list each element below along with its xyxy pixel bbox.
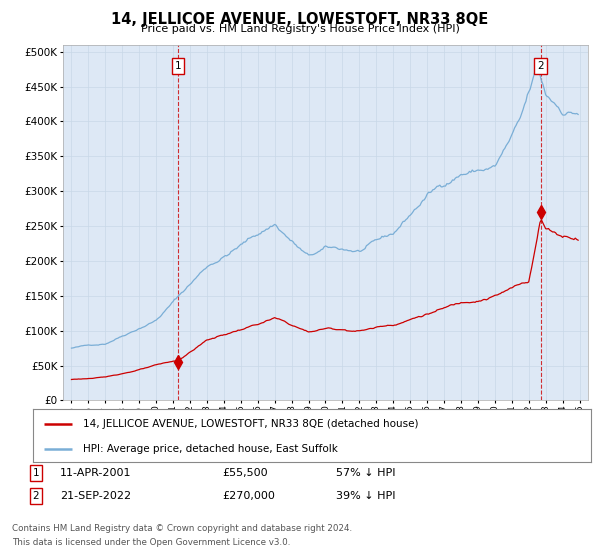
Text: HPI: Average price, detached house, East Suffolk: HPI: Average price, detached house, East…	[83, 444, 338, 454]
Text: 1: 1	[32, 468, 40, 478]
Text: 14, JELLICOE AVENUE, LOWESTOFT, NR33 8QE: 14, JELLICOE AVENUE, LOWESTOFT, NR33 8QE	[112, 12, 488, 27]
Text: 1: 1	[175, 60, 181, 71]
Text: 39% ↓ HPI: 39% ↓ HPI	[336, 491, 395, 501]
Text: 2: 2	[32, 491, 40, 501]
Text: £55,500: £55,500	[222, 468, 268, 478]
Text: 57% ↓ HPI: 57% ↓ HPI	[336, 468, 395, 478]
Text: 11-APR-2001: 11-APR-2001	[60, 468, 131, 478]
Text: 14, JELLICOE AVENUE, LOWESTOFT, NR33 8QE (detached house): 14, JELLICOE AVENUE, LOWESTOFT, NR33 8QE…	[83, 419, 419, 429]
Text: This data is licensed under the Open Government Licence v3.0.: This data is licensed under the Open Gov…	[12, 538, 290, 547]
Text: Price paid vs. HM Land Registry's House Price Index (HPI): Price paid vs. HM Land Registry's House …	[140, 24, 460, 34]
Text: 2: 2	[538, 60, 544, 71]
Text: £270,000: £270,000	[222, 491, 275, 501]
Text: 21-SEP-2022: 21-SEP-2022	[60, 491, 131, 501]
Text: Contains HM Land Registry data © Crown copyright and database right 2024.: Contains HM Land Registry data © Crown c…	[12, 524, 352, 533]
